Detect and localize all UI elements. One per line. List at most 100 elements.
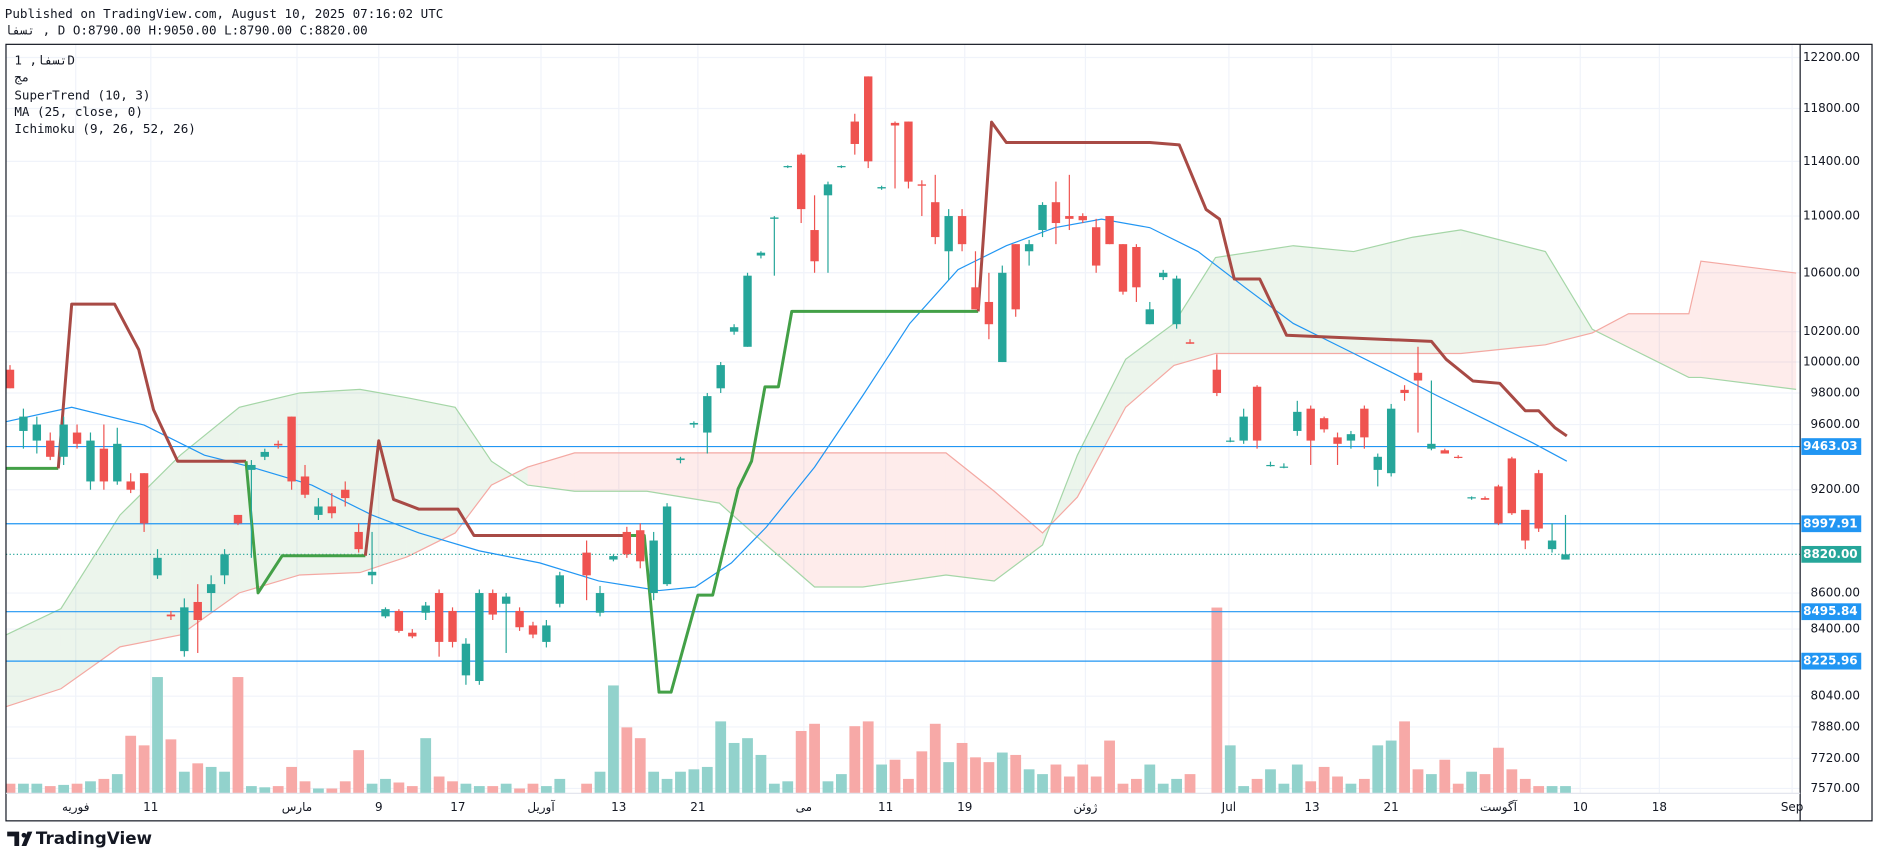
candle-body <box>287 416 296 482</box>
candle-body <box>676 458 685 461</box>
candle-body <box>931 202 940 238</box>
candle-body <box>957 216 967 245</box>
candle-body <box>609 556 618 560</box>
volume-bar <box>85 781 96 794</box>
candle-body <box>1480 498 1490 500</box>
volume-bar <box>18 783 29 794</box>
y-tick-label: 8040.00 <box>1811 689 1860 703</box>
candle-body <box>703 396 712 433</box>
level-label: 8225.96 <box>1803 654 1858 668</box>
candles <box>5 76 1570 685</box>
logo-dot <box>21 832 27 838</box>
volume-bar <box>956 742 968 794</box>
candle-body <box>555 575 564 604</box>
volume-bar <box>608 685 619 794</box>
volume-bar <box>178 771 190 794</box>
x-tick-label: مارس <box>282 800 312 815</box>
volume-bar <box>165 739 177 794</box>
volume-bar <box>594 771 606 794</box>
candle-body <box>139 473 149 524</box>
volume-bar <box>1291 764 1303 794</box>
volume-bar <box>661 778 673 794</box>
volume-bar <box>1023 769 1035 794</box>
volume-bar <box>527 783 539 794</box>
indicator-lines <box>5 120 1568 694</box>
candle-body <box>1494 486 1503 524</box>
cloud-fill <box>406 397 456 557</box>
published-note: Published on TradingView.com, August 10,… <box>5 6 444 21</box>
candle-body <box>1386 408 1396 474</box>
candle-body <box>1266 464 1275 467</box>
candle-body <box>5 369 15 389</box>
volume-bar <box>44 786 56 794</box>
volume-bar <box>366 783 378 794</box>
cloud-fill <box>60 515 120 689</box>
candle-body <box>864 76 873 162</box>
volume-bar <box>1144 764 1156 794</box>
volume-bar <box>1399 721 1410 794</box>
volume-bar <box>943 762 955 794</box>
x-tick-label: آگوست <box>1480 799 1518 815</box>
brand-logo: TradingView <box>7 828 152 848</box>
volume-bar <box>514 788 525 794</box>
cloud-fill <box>814 452 863 587</box>
candle-body <box>1118 244 1128 292</box>
candle-body <box>220 554 229 576</box>
candle-body <box>1212 369 1222 393</box>
volume-bar <box>916 751 928 794</box>
candle-body <box>1145 309 1154 325</box>
volume-bar <box>970 757 981 794</box>
level-label: 8997.91 <box>1803 516 1858 530</box>
cloud-fill <box>574 452 647 492</box>
cloud-fill <box>1545 251 1593 345</box>
logo-icon <box>7 831 33 847</box>
volume-bar <box>1050 764 1062 794</box>
cloud-fill <box>1173 257 1216 366</box>
volume-bar <box>98 778 110 794</box>
cloud-fill <box>1042 455 1078 545</box>
volume-bar <box>1171 778 1183 794</box>
candle-body <box>1440 450 1449 454</box>
candle-body <box>367 571 377 576</box>
volume-bar <box>500 783 512 794</box>
x-tick-label: 18 <box>1652 800 1667 814</box>
candle-body <box>1521 509 1530 541</box>
candle-body <box>434 593 444 642</box>
x-tick-label: 21 <box>1384 800 1399 814</box>
candle-body <box>421 605 430 613</box>
cloud-fill <box>1460 229 1546 354</box>
volume <box>5 607 1571 794</box>
candle-body <box>1561 554 1570 560</box>
candle-body <box>408 632 417 637</box>
volume-bar <box>152 677 163 794</box>
volume-bar <box>473 786 485 794</box>
candle-body <box>756 252 766 256</box>
y-tick-label: 7720.00 <box>1811 751 1860 765</box>
level-tag <box>1801 515 1862 533</box>
candle-body <box>998 272 1007 363</box>
candle-body <box>971 287 980 310</box>
candle-body <box>1105 216 1114 245</box>
volume-bar <box>1506 769 1518 794</box>
x-tick-label: 19 <box>957 800 972 814</box>
cloud-fill <box>1700 261 1797 390</box>
cloud-fill <box>119 455 181 647</box>
volume-bar <box>286 766 297 794</box>
candle-body <box>448 610 457 642</box>
volume-bar <box>1238 786 1250 794</box>
candle-body <box>1360 408 1369 438</box>
cloud-fill <box>1125 323 1174 408</box>
candle-body <box>501 596 511 604</box>
volume-bar <box>192 763 204 794</box>
x-tick-label: Jul <box>1221 800 1236 814</box>
x-tick-label: 17 <box>450 800 465 814</box>
candle-body <box>1293 411 1302 431</box>
cloud-fill <box>359 389 407 573</box>
volume-bar <box>1211 607 1223 794</box>
volume-bar <box>862 721 874 794</box>
volume-bar <box>876 764 888 794</box>
x-tick-label: 21 <box>690 800 705 814</box>
candle-body <box>1279 466 1289 468</box>
y-tick-label: 8400.00 <box>1811 622 1860 636</box>
